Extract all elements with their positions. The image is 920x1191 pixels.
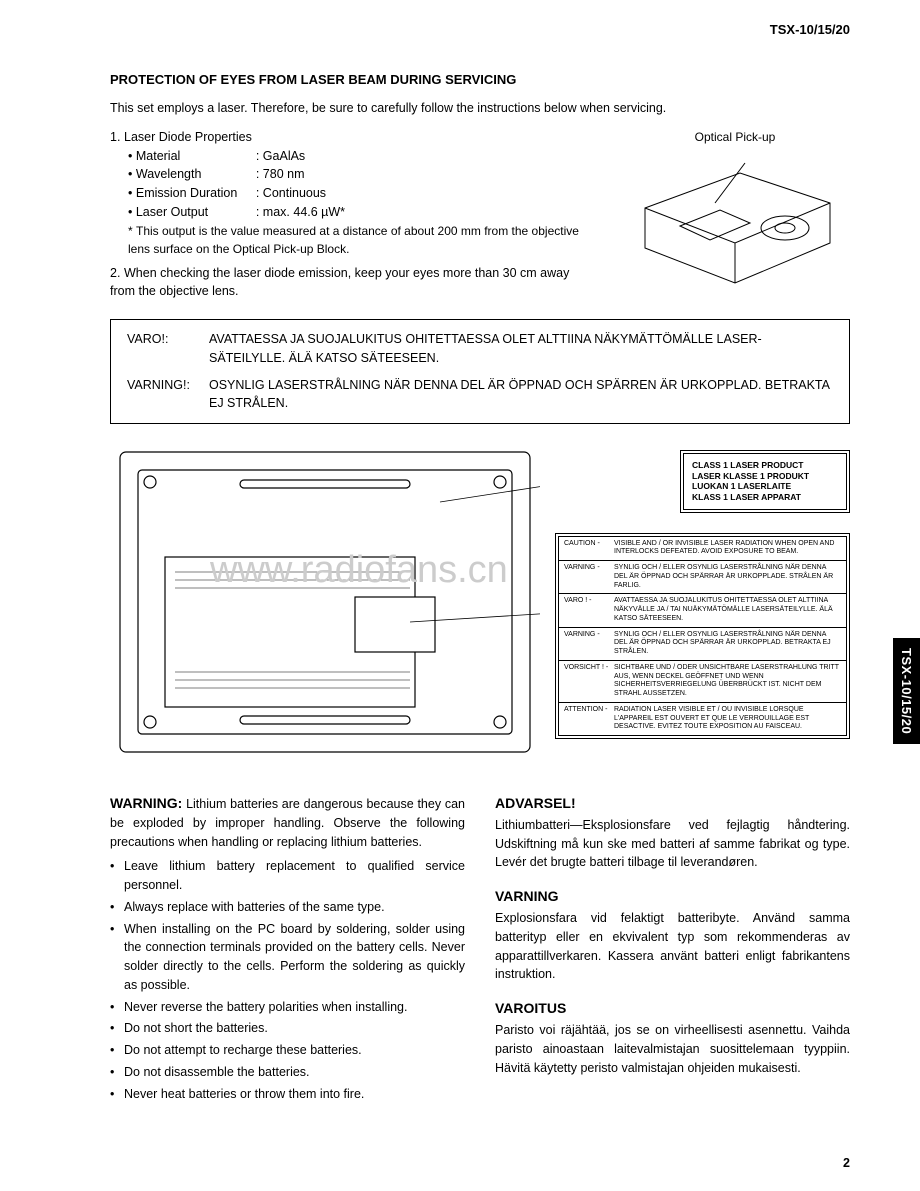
prop-output: Laser Output: max. 44.6 µW* <box>128 203 595 222</box>
side-tab: TSX-10/15/20 <box>893 638 920 744</box>
prop-material: Material: GaAlAs <box>128 147 595 166</box>
advarsel-body: Lithiumbatteri—Eksplosionsfare ved fejla… <box>495 816 850 872</box>
varo-val: AVATTAESSA JA SUOJALUKITUS OHITETTAESSA … <box>209 330 833 368</box>
bullet-7: Do not disassemble the batteries. <box>110 1063 465 1082</box>
prop-emission: Emission Duration: Continuous <box>128 184 595 203</box>
footnote: *This output is the value measured at a … <box>128 222 595 258</box>
model-header: TSX-10/15/20 <box>110 20 850 40</box>
list-item-1: 1.Laser Diode Properties Material: GaAlA… <box>110 128 595 258</box>
page-number: 2 <box>843 1154 850 1173</box>
varo-key: VARO!: <box>127 330 209 368</box>
advarsel-head: ADVARSEL! <box>495 793 850 814</box>
varning-key: VARNING!: <box>127 376 209 414</box>
bullet-2: Always replace with batteries of the sam… <box>110 898 465 917</box>
bullet-1: Leave lithium battery replacement to qua… <box>110 857 465 895</box>
bullet-4: Never reverse the battery polarities whe… <box>110 998 465 1017</box>
class1-l3: LUOKAN 1 LASERLAITE <box>692 481 838 492</box>
right-column: ADVARSEL! Lithiumbatteri—Eksplosionsfare… <box>495 793 850 1107</box>
warning-box: VARO!: AVATTAESSA JA SUOJALUKITUS OHITET… <box>110 319 850 424</box>
varoitus-body: Paristo voi räjähtää, jos se on virheell… <box>495 1021 850 1077</box>
varning-val: OSYNLIG LASERSTRÅLNING NÄR DENNA DEL ÄR … <box>209 376 833 414</box>
diagram-area: www.radiofans.cn <box>110 442 850 768</box>
class1-l4: KLASS 1 LASER APPARAT <box>692 492 838 503</box>
device-svg <box>110 442 540 762</box>
item2-text: When checking the laser diode emission, … <box>110 266 569 299</box>
bullet-6: Do not attempt to recharge these batteri… <box>110 1041 465 1060</box>
section-title: PROTECTION OF EYES FROM LASER BEAM DURIN… <box>110 70 850 90</box>
class1-label: CLASS 1 LASER PRODUCT LASER KLASSE 1 PRO… <box>680 450 850 513</box>
pickup-figure: Optical Pick-up <box>620 128 850 304</box>
caution-label: CAUTION -VISIBLE AND / OR INVISIBLE LASE… <box>555 533 850 740</box>
prop-wavelength: Wavelength: 780 nm <box>128 165 595 184</box>
class1-l2: LASER KLASSE 1 PRODUKT <box>692 471 838 482</box>
item1-lead: Laser Diode Properties <box>124 130 252 144</box>
list-item-2: 2.When checking the laser diode emission… <box>110 264 595 302</box>
varning-body: Explosionsfara vid felaktigt batteribyte… <box>495 909 850 984</box>
class1-l1: CLASS 1 LASER PRODUCT <box>692 460 838 471</box>
intro-text: This set employs a laser. Therefore, be … <box>110 99 850 118</box>
bullet-3: When installing on the PC board by solde… <box>110 920 465 995</box>
left-column: WARNING: Lithium batteries are dangerous… <box>110 793 465 1107</box>
varning-head: VARNING <box>495 886 850 907</box>
pickup-label: Optical Pick-up <box>620 128 850 146</box>
warning-head: WARNING: <box>110 795 182 811</box>
bullet-5: Do not short the batteries. <box>110 1019 465 1038</box>
varoitus-head: VAROITUS <box>495 998 850 1019</box>
bullet-8: Never heat batteries or throw them into … <box>110 1085 465 1104</box>
pickup-svg <box>625 148 845 298</box>
